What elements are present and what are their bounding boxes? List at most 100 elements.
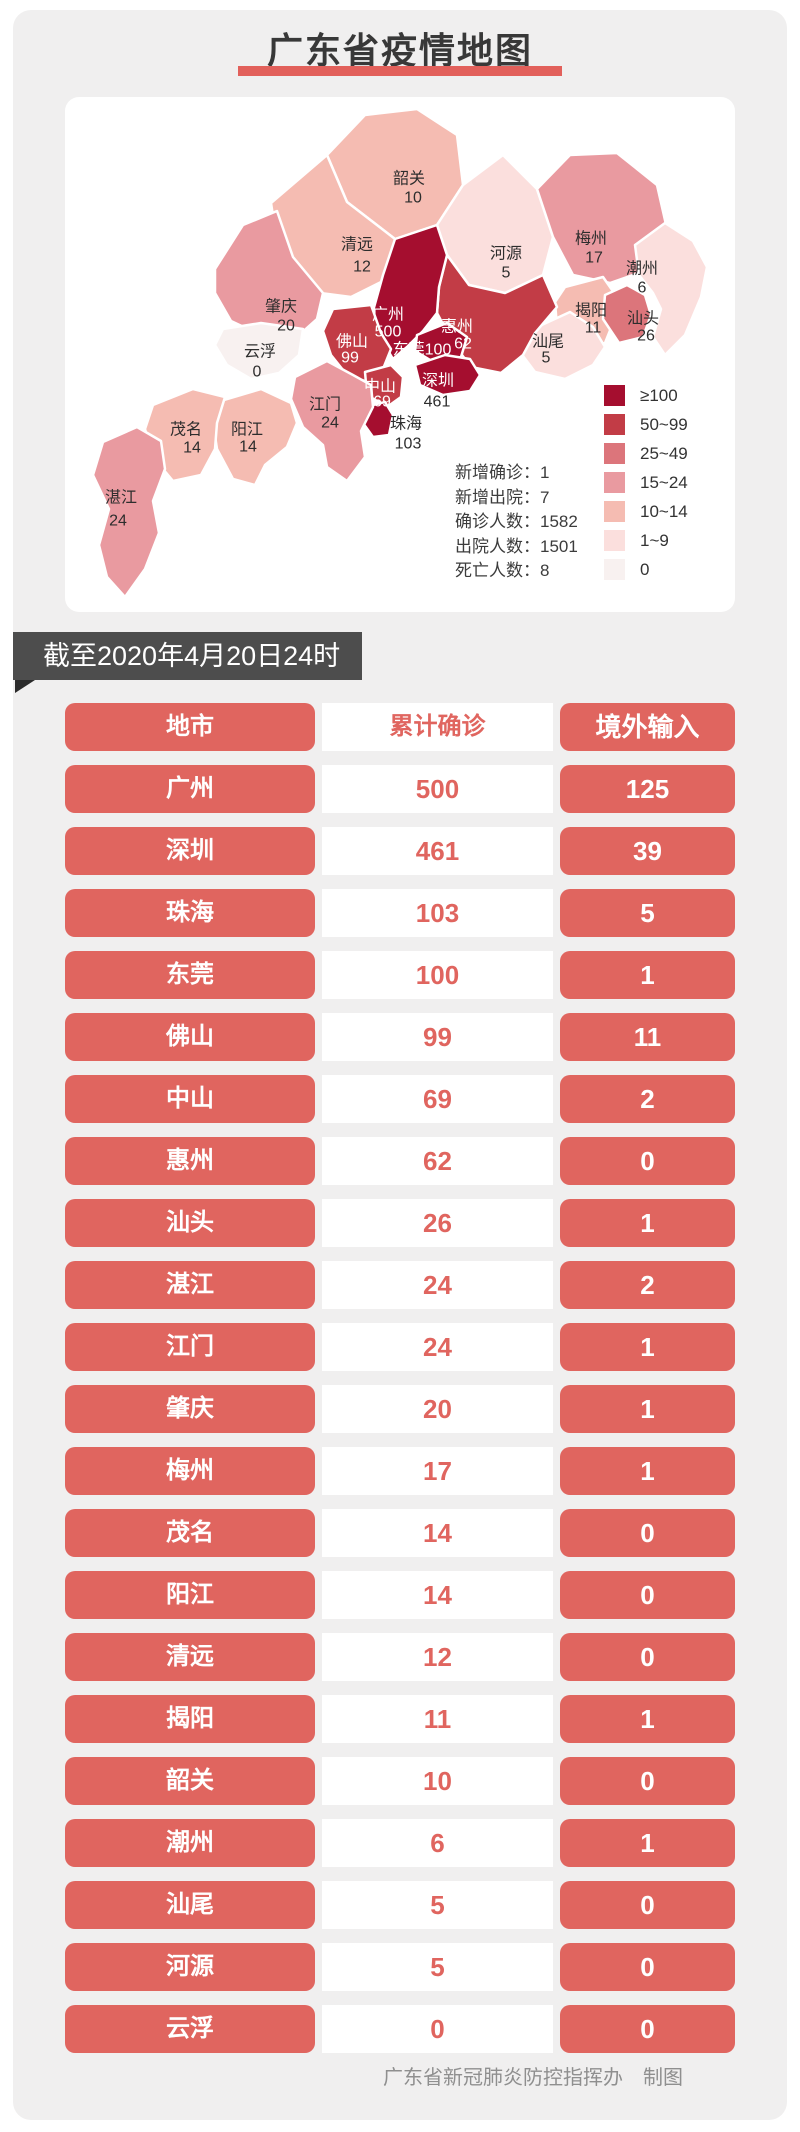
- map-region-label: 肇庆: [265, 298, 297, 316]
- table-cell-imported: 0: [560, 2005, 735, 2053]
- credit-line: 广东省新冠肺炎防控指挥办 制图: [383, 2067, 683, 2089]
- map-region-label: 69: [373, 394, 391, 411]
- table-row: 肇庆 20 1: [65, 1385, 735, 1433]
- legend-item: 10~14: [604, 501, 688, 522]
- map-region-label: 广州: [372, 306, 404, 324]
- table-cell-city: 佛山: [65, 1013, 315, 1061]
- table-row: 佛山 99 11: [65, 1013, 735, 1061]
- table-cell-city: 汕头: [65, 1199, 315, 1247]
- table-cell-imported: 境外输入: [560, 703, 735, 751]
- table-cell-city: 中山: [65, 1075, 315, 1123]
- map-panel: 韶关 10 清远 12 河源 5 梅州 17 潮州 6 揭阳 11 汕头 26 汕尾 5 惠州 62 肇庆 20 云浮 0…: [65, 97, 735, 612]
- map-region-label: 17: [585, 250, 603, 267]
- map-region-label: 24: [109, 513, 127, 530]
- map-region: [371, 223, 449, 361]
- table-row: 汕头 26 1: [65, 1199, 735, 1247]
- table-cell-city: 潮州: [65, 1819, 315, 1867]
- table-cell-city: 广州: [65, 765, 315, 813]
- map-region-label: 揭阳: [575, 302, 607, 320]
- legend-swatch: [604, 559, 625, 580]
- legend-swatch: [604, 501, 625, 522]
- map-region-label: 梅州: [575, 230, 607, 248]
- legend-swatch: [604, 385, 625, 406]
- map-region-label: 20: [277, 318, 295, 335]
- map-region: [601, 283, 653, 345]
- table-row: 湛江 24 2: [65, 1261, 735, 1309]
- table-cell-confirmed: 14: [322, 1571, 553, 1619]
- table-cell-imported: 2: [560, 1261, 735, 1309]
- table-cell-confirmed: 62: [322, 1137, 553, 1185]
- table-row: 惠州 62 0: [65, 1137, 735, 1185]
- table-cell-confirmed: 11: [322, 1695, 553, 1743]
- main-card: 广东省疫情地图 韶关 10 清远 12 河源 5 梅州 17 潮州 6 揭阳 11 汕头 26 汕尾 5 惠州 6…: [13, 10, 787, 2120]
- map-region-label: 韶关: [393, 170, 425, 188]
- table-cell-imported: 5: [560, 889, 735, 937]
- as-of-text: 截至2020年4月20日24时: [43, 641, 341, 671]
- map-region-label: 汕头: [627, 310, 659, 328]
- map-region-label: 62: [454, 336, 472, 353]
- stat-line: 新增确诊：1: [455, 463, 550, 482]
- table-cell-confirmed: 0: [322, 2005, 553, 2053]
- table-cell-imported: 1: [560, 1819, 735, 1867]
- table-cell-confirmed: 12: [322, 1633, 553, 1681]
- table-cell-confirmed: 累计确诊: [322, 703, 553, 751]
- legend-item: 25~49: [604, 443, 688, 464]
- map-region-label: 东莞100: [393, 341, 452, 359]
- table-cell-confirmed: 24: [322, 1323, 553, 1371]
- as-of-banner: 截至2020年4月20日24时: [13, 632, 363, 693]
- map-region-label: 潮州: [626, 260, 658, 278]
- stat-line: 新增出院：7: [455, 487, 550, 507]
- table-row: 揭阳 11 1: [65, 1695, 735, 1743]
- table-row: 潮州 6 1: [65, 1819, 735, 1867]
- legend-item: 50~99: [604, 414, 688, 435]
- legend-label: 1~9: [640, 530, 669, 550]
- map-region-label: 深圳: [422, 372, 454, 390]
- table-cell-city: 揭阳: [65, 1695, 315, 1743]
- table-cell-confirmed: 10: [322, 1757, 553, 1805]
- table-header-row: 地市 累计确诊 境外输入: [65, 703, 735, 751]
- table-row: 江门 24 1: [65, 1323, 735, 1371]
- map-region-label: 江门: [309, 396, 341, 414]
- table-cell-imported: 11: [560, 1013, 735, 1061]
- legend-label: 15~24: [640, 472, 688, 492]
- table-cell-confirmed: 5: [322, 1943, 553, 1991]
- guangdong-map: 韶关10清远12河源5梅州17潮州6揭阳11汕头26汕尾5惠州62肇庆20云浮0…: [91, 107, 709, 599]
- legend-swatch: [604, 443, 625, 464]
- page-title: 广东省疫情地图: [266, 30, 533, 71]
- map-region-label: 云浮: [244, 343, 276, 361]
- map-region: [213, 209, 325, 337]
- table-cell-city: 韶关: [65, 1757, 315, 1805]
- legend-item: 15~24: [604, 472, 688, 493]
- table-cell-confirmed: 99: [322, 1013, 553, 1061]
- map-region-label: 清远: [341, 236, 373, 254]
- map-region: [213, 321, 305, 381]
- table-cell-imported: 0: [560, 1137, 735, 1185]
- map-region: [633, 221, 709, 357]
- map-region-label: 茂名: [170, 421, 202, 439]
- legend-item: ≥100: [604, 385, 688, 406]
- table-row: 阳江 14 0: [65, 1571, 735, 1619]
- map-region-label: 湛江: [105, 489, 137, 507]
- table-cell-city: 阳江: [65, 1571, 315, 1619]
- map-region: [289, 359, 375, 483]
- map-region-label: 5: [542, 350, 551, 367]
- data-table: 地市 累计确诊 境外输入 广州 500 125 深圳 461 39 珠海 103 5 东莞 100 1 佛山 9…: [65, 703, 735, 2067]
- table-row: 云浮 0 0: [65, 2005, 735, 2053]
- table-row: 珠海 103 5: [65, 889, 735, 937]
- table-cell-confirmed: 14: [322, 1509, 553, 1557]
- map-region: [518, 310, 607, 381]
- table-cell-imported: 2: [560, 1075, 735, 1123]
- map-region: [413, 353, 482, 397]
- title-underline: [238, 66, 562, 76]
- stat-line: 死亡人数：8: [455, 561, 550, 580]
- table-cell-confirmed: 6: [322, 1819, 553, 1867]
- table-row: 清远 12 0: [65, 1633, 735, 1681]
- table-cell-city: 清远: [65, 1633, 315, 1681]
- table-cell-imported: 1: [560, 1385, 735, 1433]
- table-cell-imported: 1: [560, 951, 735, 999]
- table-cell-imported: 0: [560, 1757, 735, 1805]
- map-region-label: 103: [395, 436, 422, 453]
- table-cell-imported: 1: [560, 1199, 735, 1247]
- table-cell-confirmed: 500: [322, 765, 553, 813]
- table-row: 深圳 461 39: [65, 827, 735, 875]
